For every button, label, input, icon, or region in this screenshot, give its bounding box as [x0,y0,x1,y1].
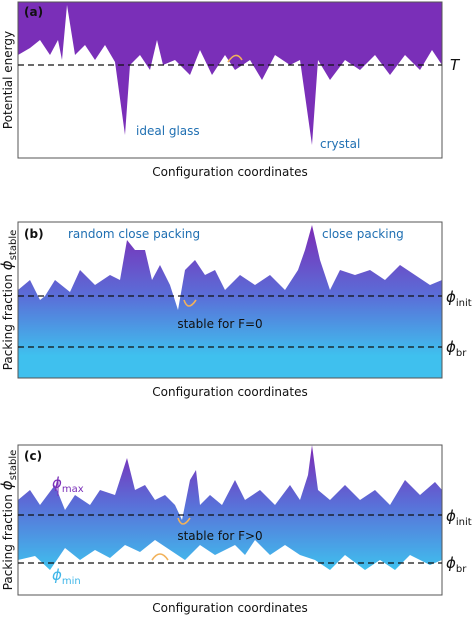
threshold-label: T [450,56,461,74]
level-label: ϕinit [446,288,472,309]
energy-landscape [18,2,442,145]
subscript: br [456,564,467,575]
panel-label: (c) [24,449,42,463]
annotation: ideal glass [136,124,200,138]
panel-b: (b) random close packing close packing s… [0,221,472,399]
hop-arrow [151,553,169,561]
y-axis-label: Packing fraction ϕstable [0,450,19,591]
level-label: ϕinit [446,507,472,528]
x-axis-label: Configuration coordinates [152,601,307,615]
panel-frame [17,444,443,596]
packing-landscape [18,225,442,378]
symbol: ϕ [0,480,16,490]
annotation: stable for F=0 [177,317,262,331]
annotation: crystal [320,137,360,151]
panel-label: (a) [24,5,43,19]
y-axis-label: Potential energy [1,31,15,129]
symbol: ϕ [0,260,16,270]
annotation: random close packing [68,227,200,241]
symbol: ϕ [446,554,456,572]
subscript: min [62,576,81,587]
symbol: ϕ [52,474,62,492]
label-text: Packing fraction [1,274,15,370]
y-axis-label: Packing fraction ϕstable [0,230,19,371]
hop-arrow [177,517,191,525]
bound-label: ϕmin [52,566,81,587]
hop-arrow [183,299,197,307]
level-label: ϕbr [446,338,467,359]
symbol: ϕ [446,507,456,525]
panel-label: (b) [24,227,44,241]
subscript: br [456,348,467,359]
hop-arrow [227,54,243,63]
panel-frame [17,1,443,159]
subscript: init [456,298,472,309]
subscript: stable [8,450,19,481]
subscript: stable [8,230,19,261]
panel-c: (c) stable for F>0 ϕmax ϕmin ϕinit ϕbr P… [0,444,472,615]
panel-a: (a) T ideal glass crystal Potential ener… [1,1,461,179]
stability-band [18,445,442,570]
x-axis-label: Configuration coordinates [152,165,307,179]
x-axis-label: Configuration coordinates [152,385,307,399]
panel-frame [17,221,443,379]
symbol: ϕ [52,566,62,584]
subscript: init [456,517,472,528]
annotation: close packing [322,227,404,241]
symbol: ϕ [446,288,456,306]
level-label: ϕbr [446,554,467,575]
annotation: stable for F>0 [177,529,262,543]
symbol: ϕ [446,338,456,356]
subscript: max [62,484,84,495]
bound-label: ϕmax [52,474,84,495]
label-text: Packing fraction [1,494,15,590]
